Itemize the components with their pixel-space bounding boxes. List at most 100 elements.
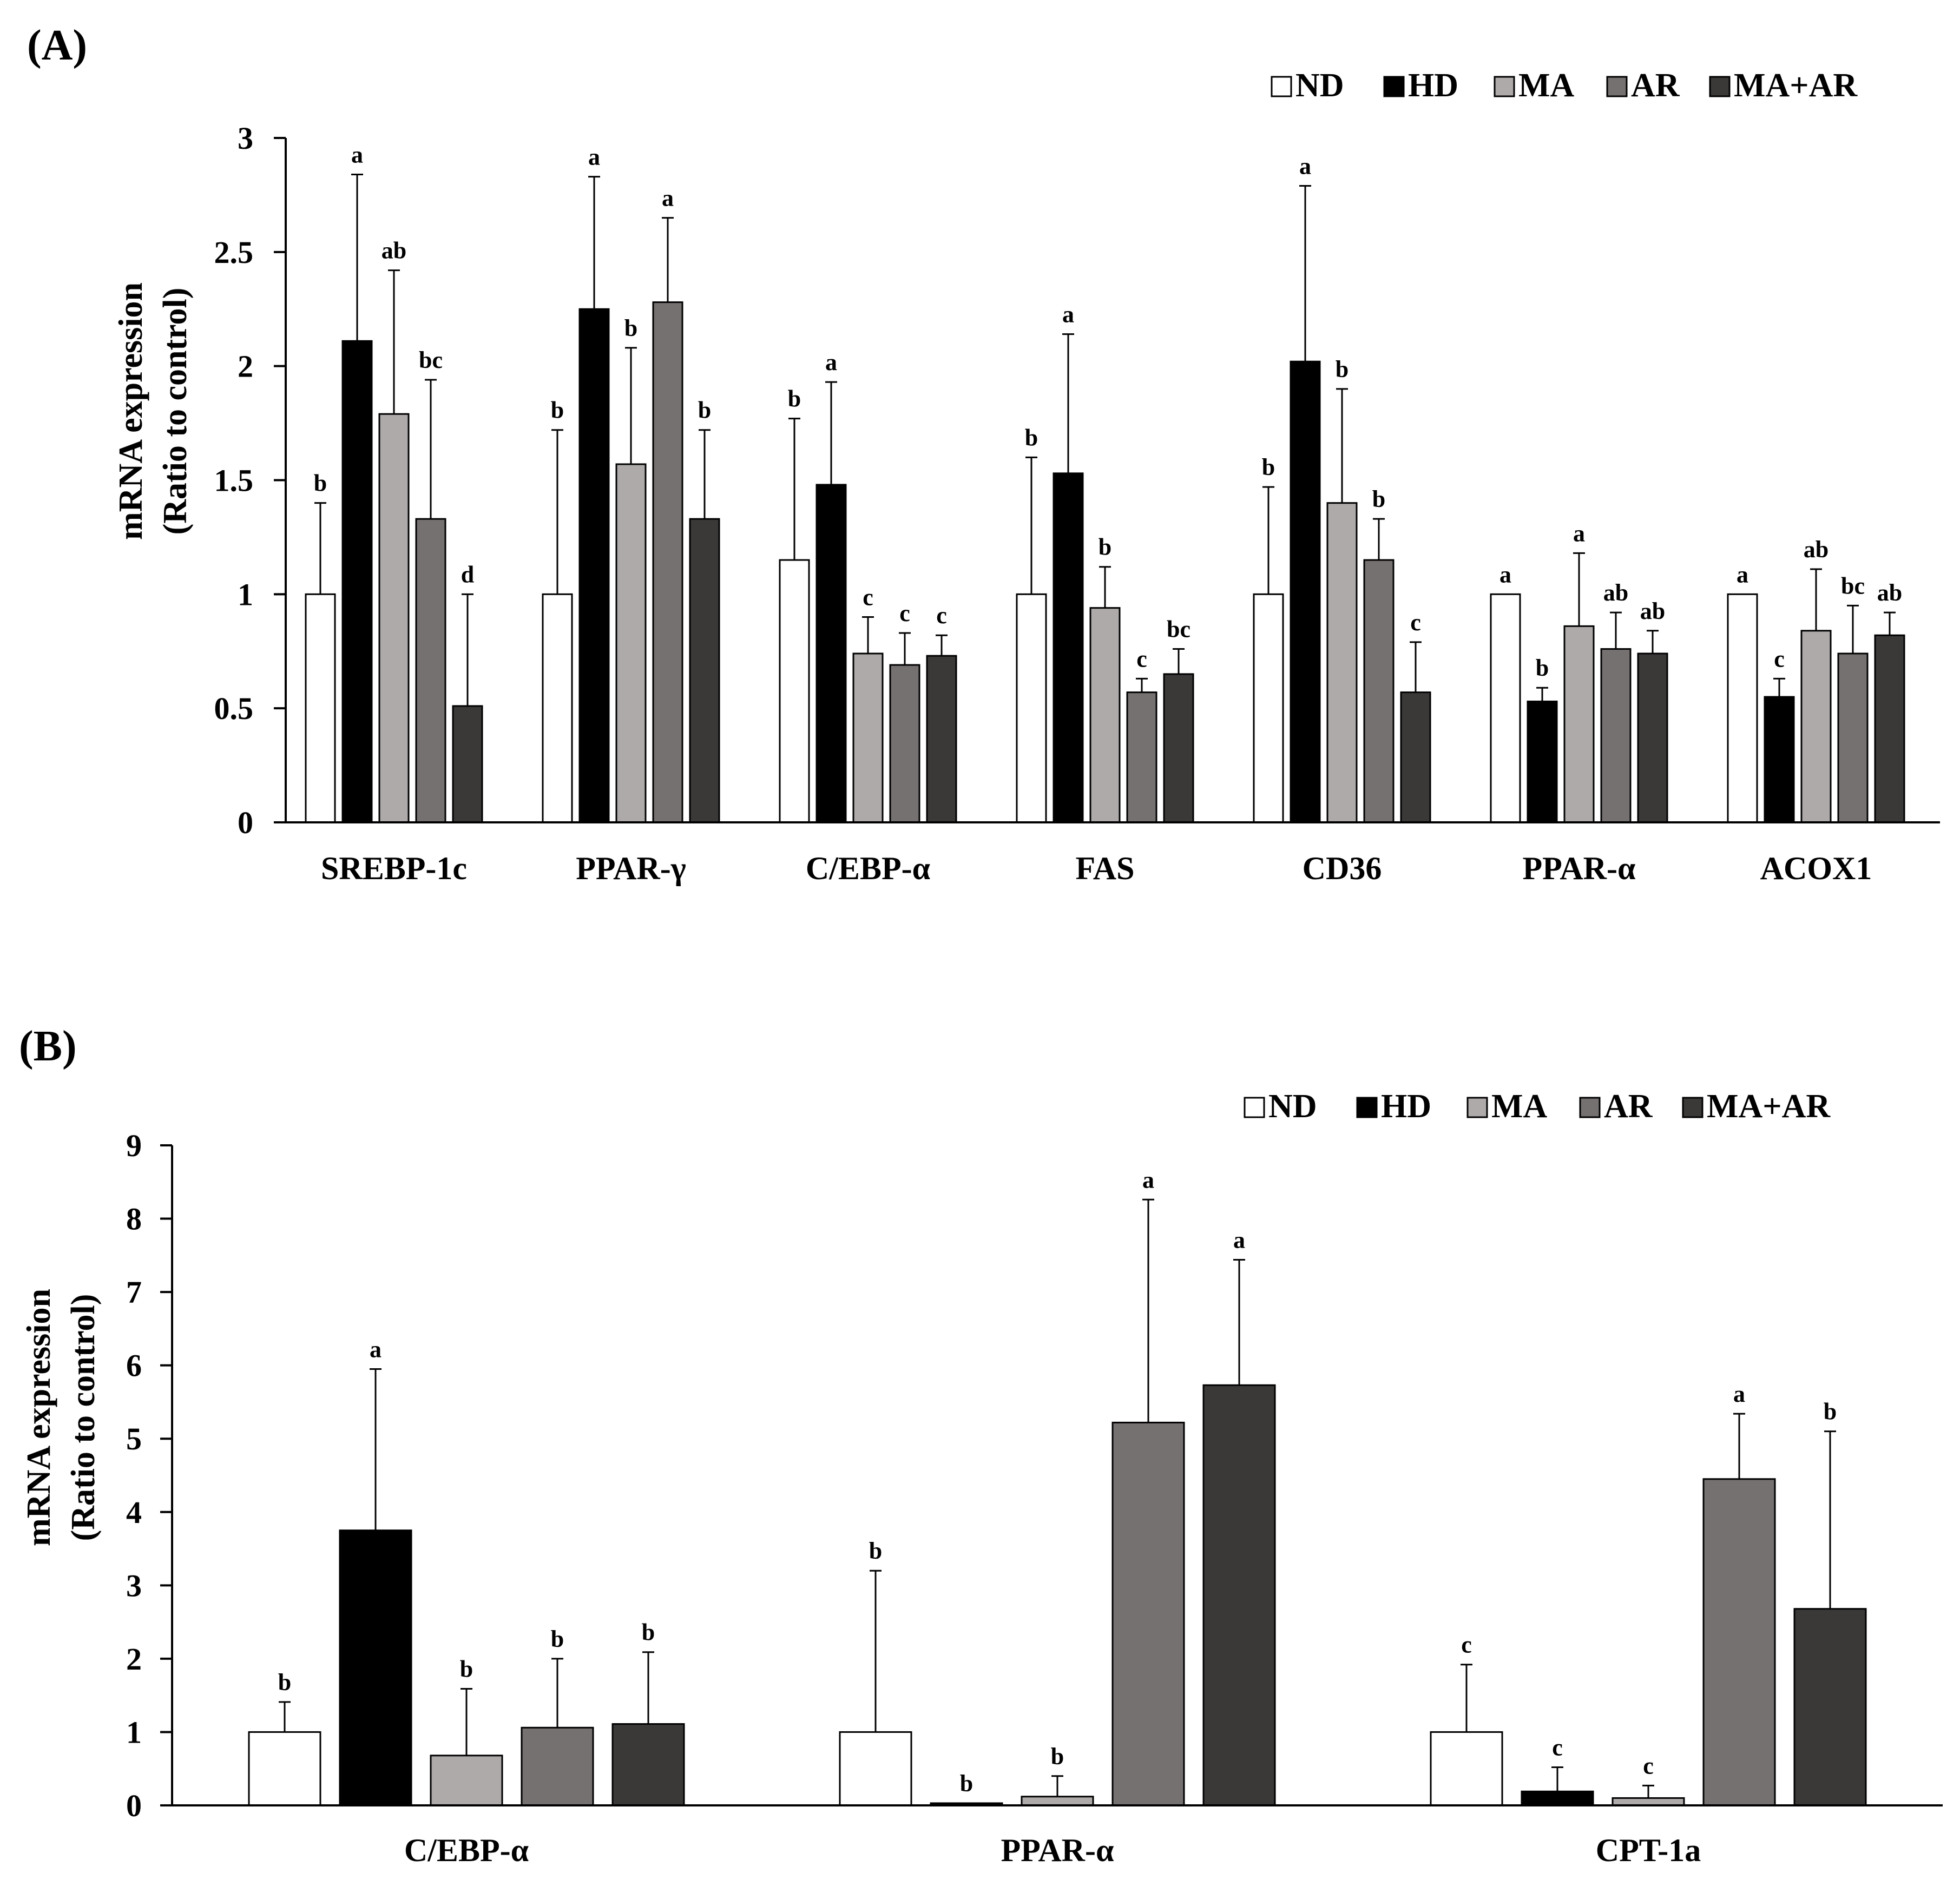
panel-a-bar-ma-2 <box>615 463 647 823</box>
panel-a-bar-ma-ar-1 <box>452 705 483 823</box>
panel-a-significance-label: c <box>863 584 873 611</box>
panel-b-bar-ma-ar-3 <box>1793 1608 1867 1806</box>
panel-b-legend-label: AR <box>1604 1088 1653 1125</box>
panel-b-bar-ar-3 <box>1702 1478 1776 1806</box>
panel-a-bar-ma-7 <box>1800 630 1832 823</box>
panel-a-bar-ar-3 <box>889 664 920 823</box>
panel-b-significance-label: a <box>1233 1226 1245 1253</box>
panel-a-bar-hd-7 <box>1764 696 1795 823</box>
panel-b-bar-ar-2 <box>1111 1421 1185 1806</box>
panel-b-bar-nd-2 <box>839 1731 912 1806</box>
panel-a-bar-ma-1 <box>378 413 410 823</box>
panel-a-legend-label: AR <box>1631 67 1680 104</box>
panel-a-y-tick-label: 2.5 <box>214 235 254 270</box>
panel-a-legend-label: ND <box>1295 67 1344 104</box>
panel-a-bar-ar-4 <box>1126 691 1157 823</box>
panel-a-bar-nd-7 <box>1727 593 1758 823</box>
panel-b-ylabel-line2: (Ratio to control) <box>65 1294 102 1541</box>
panel-a-significance-label: c <box>1136 645 1147 672</box>
panel-b-bar-nd-1 <box>248 1731 321 1806</box>
panel-a-y-tick-label: 1.5 <box>214 463 254 498</box>
panel-a-bar-ma-3 <box>852 652 884 823</box>
panel-a-significance-label: b <box>1025 424 1038 451</box>
panel-a-significance-label: ab <box>1603 579 1628 606</box>
panel-a-bar-ma-ar-4 <box>1163 673 1194 823</box>
panel-a-y-tick-label: 0 <box>238 805 253 840</box>
panel-b-bar-ma-3 <box>1612 1797 1685 1806</box>
panel-a-bar-hd-1 <box>341 340 373 823</box>
panel-a-category-label: PPAR-γ <box>576 850 686 886</box>
panel-b-legend-swatch <box>1579 1097 1601 1118</box>
panel-b-category-label: CPT-1a <box>1596 1832 1701 1868</box>
panel-a-significance-label: bc <box>419 347 443 373</box>
panel-a-legend-label: MA <box>1518 67 1575 104</box>
panel-a-significance-label: c <box>936 602 947 629</box>
panel-a-significance-label: b <box>624 315 637 341</box>
panel-a-ylabel-line1: mRNA expression <box>113 282 149 540</box>
panel-a-y-tick-label: 3 <box>238 121 253 156</box>
panel-a-significance-label: b <box>1336 356 1349 383</box>
panel-b-significance-label: b <box>278 1669 291 1696</box>
panel-a-bar-ar-1 <box>415 518 446 823</box>
panel-a-ylabel-line2: (Ratio to control) <box>157 288 194 535</box>
panel-b-significance-label: a <box>1733 1381 1745 1407</box>
panel-a-significance-label: b <box>788 386 801 412</box>
panel-b-y-tick-label: 0 <box>126 1788 142 1823</box>
panel-a-bar-nd-4 <box>1016 593 1047 823</box>
panel-b-legend-label: MA <box>1491 1088 1548 1125</box>
panel-b-legend-swatch <box>1356 1097 1378 1118</box>
panel-a-category-label: C/EBP-α <box>806 850 930 886</box>
panel-a-category-label: ACOX1 <box>1760 850 1872 886</box>
panel-a-category-label: PPAR-α <box>1523 850 1636 886</box>
panel-b-plot-area: 0 1 2 3 4 5 6 7 8 9 b a b b b C/EBP-α b b b a a PPAR-α c c c a b CP… <box>126 1128 1943 1868</box>
panel-a-bar-ma-ar-6 <box>1637 652 1668 823</box>
panel-b-category-label: C/EBP-α <box>404 1832 529 1868</box>
panel-a-legend-swatch <box>1271 76 1292 97</box>
panel-a-bar-ma-5 <box>1326 502 1358 823</box>
panel-b-significance-label: b <box>1824 1399 1837 1425</box>
panel-a-legend-swatch <box>1494 76 1515 97</box>
panel-a-bar-ma-6 <box>1563 625 1595 823</box>
panel-a-bar-ar-2 <box>652 301 683 823</box>
panel-a-significance-label: d <box>461 561 474 588</box>
panel-b-bar-ma-ar-2 <box>1202 1384 1276 1806</box>
panel-b-label: (B) <box>19 1023 77 1070</box>
panel-b-legend-label: HD <box>1381 1088 1431 1125</box>
panel-b-y-tick-label: 7 <box>126 1275 142 1310</box>
panel-b-significance-label: b <box>460 1656 473 1682</box>
panel-b-bar-ma-1 <box>430 1755 503 1806</box>
panel-a-bar-nd-2 <box>542 593 573 823</box>
panel-b-significance-label: b <box>551 1626 564 1652</box>
panel-b-bar-ma-ar-1 <box>611 1723 685 1806</box>
panel-b-significance-label: b <box>869 1538 882 1564</box>
panel-a-significance-label: ab <box>382 238 406 264</box>
panel-a-significance-label: ab <box>1804 536 1829 563</box>
panel-b-ylabel-line1: mRNA expression <box>21 1289 57 1546</box>
panel-a-bar-hd-3 <box>815 484 847 823</box>
panel-b-significance-label: b <box>642 1619 655 1646</box>
panel-b: (B) mRNA expression (Ratio to control) 0… <box>19 1023 1943 1868</box>
panel-b-category-label: PPAR-α <box>1001 1832 1114 1868</box>
panel-b-y-tick-label: 4 <box>126 1495 142 1530</box>
panel-a-bar-nd-1 <box>305 593 336 823</box>
panel-a-category-label: SREBP-1c <box>321 850 467 886</box>
panel-b-significance-label: c <box>1552 1735 1563 1761</box>
panel-a-legend: ND HD MA AR MA+AR <box>1271 67 1858 104</box>
panel-b-legend-swatch <box>1682 1097 1704 1118</box>
panel-a-significance-label: c <box>1774 645 1785 672</box>
panel-b-legend-swatch <box>1466 1097 1488 1118</box>
panel-a-significance-label: a <box>1499 561 1511 588</box>
panel-a-legend-swatch <box>1709 76 1731 97</box>
panel-b-significance-label: b <box>960 1770 973 1797</box>
panel-a-significance-label: bc <box>1841 572 1865 599</box>
panel-a-bar-nd-5 <box>1253 593 1284 823</box>
panel-b-bar-nd-3 <box>1430 1731 1503 1806</box>
panel-a-category-label: CD36 <box>1303 850 1382 886</box>
panel-b-bar-ar-1 <box>521 1726 594 1806</box>
panel-a-y-axis-title: mRNA expression (Ratio to control) <box>113 282 194 540</box>
panel-b-y-tick-label: 1 <box>126 1714 142 1750</box>
panel-a-bar-nd-3 <box>779 559 810 823</box>
panel-b-y-tick-label: 5 <box>126 1421 142 1456</box>
panel-b-significance-label: a <box>370 1336 382 1362</box>
